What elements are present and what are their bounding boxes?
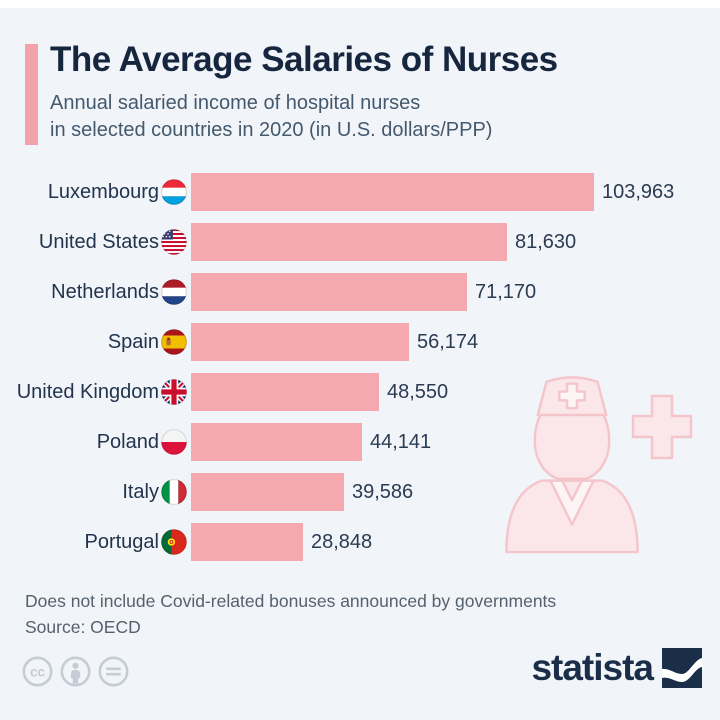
equals-icon: [98, 656, 129, 687]
bar-row: United Kingdom 48,550: [0, 367, 720, 417]
value-bar: [191, 473, 344, 511]
country-label: Luxembourg: [47, 180, 159, 203]
cc-icon: cc: [22, 656, 53, 687]
flag-spain-icon: [161, 329, 187, 355]
bar-zone: 56,174: [187, 323, 720, 361]
flag-portugal-icon: [161, 529, 187, 555]
country-label: Poland: [96, 430, 159, 453]
country-label: United Kingdom: [16, 380, 159, 403]
value-label: 56,174: [417, 330, 479, 353]
flag-luxembourg-icon: [161, 179, 187, 205]
country-label: Portugal: [84, 530, 160, 553]
attribution-person-icon: [60, 656, 91, 687]
value-label: 71,170: [475, 280, 537, 303]
value-bar: [191, 273, 467, 311]
value-label: 44,141: [370, 430, 432, 453]
bar-rows: Luxembourg 103,963 United States 81,630 Neth…: [0, 167, 720, 567]
statista-logo: statista: [531, 648, 702, 688]
bar-row: Netherlands 71,170: [0, 267, 720, 317]
value-label: 103,963: [602, 180, 675, 203]
bar-row: Italy 39,586: [0, 467, 720, 517]
bar-zone: 71,170: [187, 273, 720, 311]
value-label: 39,586: [352, 480, 414, 503]
chart-note: Does not include Covid-related bonuses a…: [25, 591, 557, 611]
notes-block: Does not include Covid-related bonuses a…: [25, 588, 556, 640]
bar-zone: 48,550: [187, 373, 720, 411]
value-label: 81,630: [515, 230, 577, 253]
value-label: 48,550: [387, 380, 449, 403]
top-border-strip: [0, 0, 720, 8]
bar-zone: 44,141: [187, 423, 720, 461]
flag-united-states-icon: [161, 229, 187, 255]
bar-row: Poland 44,141: [0, 417, 720, 467]
chart-subtitle-line-2: in selected countries in 2020 (in U.S. d…: [50, 119, 493, 141]
country-label: Netherlands: [51, 280, 159, 303]
chart-subtitle-line-1: Annual salaried income of hospital nurse…: [50, 92, 421, 114]
value-bar: [191, 223, 507, 261]
statista-wordmark: statista: [531, 647, 654, 688]
value-bar: [191, 373, 379, 411]
chart-source: Source: OECD: [25, 617, 141, 637]
bar-zone: 28,848: [187, 523, 720, 561]
bar-row: Luxembourg 103,963: [0, 167, 720, 217]
bar-zone: 39,586: [187, 473, 720, 511]
country-label: United States: [38, 230, 159, 253]
country-label: Italy: [122, 480, 159, 503]
value-bar: [191, 173, 594, 211]
bar-zone: 103,963: [187, 173, 720, 211]
value-label: 28,848: [311, 530, 373, 553]
flag-netherlands-icon: [161, 279, 187, 305]
flag-poland-icon: [161, 429, 187, 455]
value-bar: [191, 423, 362, 461]
flag-italy-icon: [161, 479, 187, 505]
bar-row: Portugal 28,848: [0, 517, 720, 567]
chart-subtitle: Annual salaried income of hospital nurse…: [50, 90, 700, 144]
header: The Average Salaries of Nurses Annual sa…: [25, 40, 700, 145]
value-bar: [191, 523, 303, 561]
bar-chart: Luxembourg 103,963 United States 81,630 Neth…: [0, 167, 720, 567]
statista-logo-mark-icon: [662, 648, 702, 688]
chart-title: The Average Salaries of Nurses: [50, 40, 558, 79]
bar-zone: 81,630: [187, 223, 720, 261]
value-bar: [191, 323, 409, 361]
title-accent-bar: [25, 44, 38, 145]
svg-text:cc: cc: [30, 664, 46, 679]
country-label: Spain: [107, 330, 159, 353]
bar-row: Spain 56,174: [0, 317, 720, 367]
flag-united-kingdom-icon: [161, 379, 187, 405]
bar-row: United States 81,630: [0, 217, 720, 267]
license-icons: cc: [22, 656, 129, 687]
